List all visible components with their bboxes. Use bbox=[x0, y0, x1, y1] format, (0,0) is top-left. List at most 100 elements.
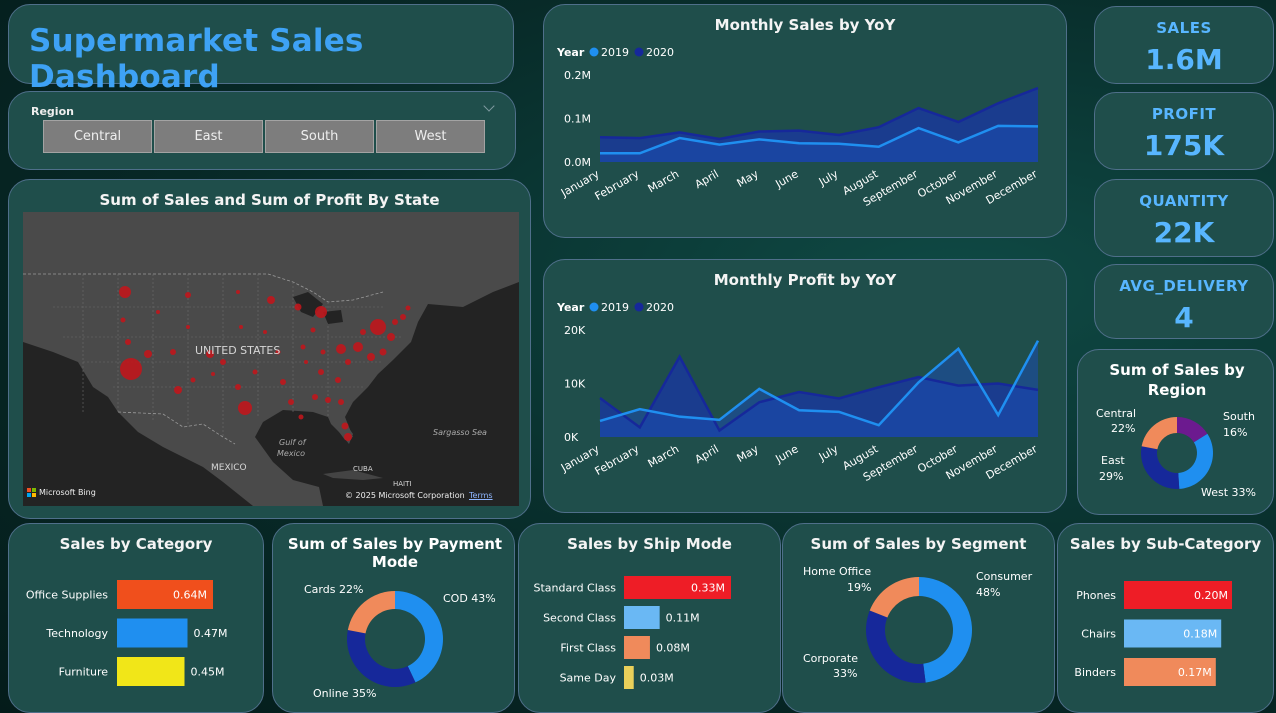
sales-region-chart[interactable]: Sum of Sales by Region Central 22% South 16% E… bbox=[1078, 350, 1275, 516]
bar bbox=[624, 576, 731, 599]
slicer-option-south[interactable]: South bbox=[265, 120, 374, 153]
x-tick-label: April bbox=[693, 442, 721, 466]
state-bubble bbox=[288, 399, 294, 405]
slice-cards bbox=[347, 591, 395, 634]
x-tick-label: March bbox=[646, 167, 682, 195]
state-bubble bbox=[300, 344, 306, 350]
x-tick-label: February bbox=[593, 442, 642, 478]
slice-consumer bbox=[919, 577, 972, 683]
state-bubble bbox=[379, 348, 387, 356]
y-tick-label: 20K bbox=[564, 324, 586, 337]
map-title: Sum of Sales and Sum of Profit By State bbox=[99, 191, 440, 209]
x-tick-label: June bbox=[772, 167, 800, 191]
slice-label: 29% bbox=[1099, 470, 1123, 483]
kpi-avg-delivery-label: AVG_DELIVERY bbox=[1119, 277, 1249, 295]
slicer-option-west[interactable]: West bbox=[376, 120, 485, 153]
sales-region-card: Sum of Sales by Region Central 22% South 16% E… bbox=[1077, 349, 1274, 515]
bar bbox=[1124, 581, 1232, 609]
state-bubble bbox=[345, 359, 351, 365]
monthly-sales-title: Monthly Sales by YoY bbox=[714, 16, 896, 34]
legend-title: Year bbox=[556, 46, 585, 59]
legend-item: 2020 bbox=[646, 46, 674, 59]
slice-home-office bbox=[869, 577, 919, 618]
north-america-land bbox=[23, 212, 519, 506]
kpi-sales: SALES 1.6M bbox=[1094, 6, 1274, 84]
state-bubble bbox=[156, 310, 160, 314]
value-label: 0.47M bbox=[194, 627, 228, 640]
x-tick-label: May bbox=[735, 167, 762, 190]
bing-logo: Microsoft Bing bbox=[27, 488, 96, 497]
kpi-quantity: QUANTITY 22K bbox=[1094, 179, 1274, 257]
value-label: 0.11M bbox=[666, 612, 700, 625]
region-slicer: Region Central East South West bbox=[8, 91, 516, 170]
bar bbox=[1124, 658, 1216, 686]
state-bubble bbox=[370, 319, 386, 335]
x-tick-label: March bbox=[646, 442, 682, 470]
slice-label: 22% bbox=[1111, 422, 1135, 435]
map-card: Sum of Sales and Sum of Profit By State bbox=[8, 179, 531, 519]
sales-profit-map[interactable]: UNITED STATES MEXICO Gulf of Mexico Sarg… bbox=[23, 212, 519, 506]
sales-subcat-chart[interactable]: Phones 0.20M Chairs 0.18M Binders 0.17M bbox=[1058, 524, 1275, 713]
y-tick-label: 0.0M bbox=[564, 156, 591, 169]
legend-item: 2019 bbox=[601, 46, 629, 59]
slice-label: Consumer bbox=[976, 570, 1033, 583]
sargasso-label: Sargasso Sea bbox=[433, 428, 487, 437]
sales-segment-title: Sum of Sales by Segment bbox=[810, 535, 1027, 553]
sales-segment-chart[interactable]: Consumer 48% Corporate 33% Home Office 19% bbox=[783, 524, 1056, 713]
kpi-profit-label: PROFIT bbox=[1151, 105, 1217, 123]
kpi-profit: PROFIT 175K bbox=[1094, 92, 1274, 170]
value-label: 0.33M bbox=[691, 582, 725, 595]
area-2019 bbox=[600, 340, 1038, 437]
slicer-option-central[interactable]: Central bbox=[43, 120, 152, 153]
state-bubble bbox=[280, 379, 286, 385]
copyright-text: © 2025 Microsoft Corporation bbox=[345, 491, 465, 500]
legend-title: Year bbox=[556, 301, 585, 314]
x-tick-label: July bbox=[816, 442, 841, 464]
payment-title-line1: Sum of Sales by Payment bbox=[288, 535, 502, 553]
state-bubble bbox=[341, 422, 349, 430]
slice-label: 48% bbox=[976, 586, 1000, 599]
slicer-option-east[interactable]: East bbox=[154, 120, 263, 153]
state-bubble bbox=[338, 399, 344, 405]
x-tick-label: February bbox=[593, 167, 642, 203]
sales-ship-chart[interactable]: Standard Class 0.33M Second Class 0.11M Firs… bbox=[519, 524, 782, 713]
slice-central bbox=[1141, 417, 1177, 450]
sales-category-chart[interactable]: Office Supplies 0.64M Technology 0.47M Furni… bbox=[9, 524, 265, 713]
chevron-down-icon[interactable] bbox=[483, 100, 495, 112]
value-label: 0.64M bbox=[173, 589, 207, 602]
state-bubble bbox=[220, 359, 226, 365]
sales-subcat-card: Sales by Sub-Category Phones 0.20M Chairs 0… bbox=[1057, 523, 1274, 713]
category-label: Chairs bbox=[1081, 628, 1116, 641]
kpi-profit-value: 175K bbox=[1143, 129, 1225, 162]
gulf-label: Gulf of bbox=[279, 438, 306, 447]
state-bubble bbox=[236, 290, 240, 294]
slice-label: COD 43% bbox=[443, 592, 496, 605]
terms-link[interactable]: Terms bbox=[469, 491, 493, 500]
category-label: Second Class bbox=[543, 612, 616, 625]
state-bubble bbox=[275, 349, 281, 355]
state-bubble bbox=[353, 342, 363, 352]
state-bubble bbox=[400, 314, 406, 320]
state-bubble bbox=[320, 349, 326, 355]
value-label: 0.03M bbox=[640, 672, 674, 685]
line-2019 bbox=[600, 124, 1039, 155]
line-2020 bbox=[599, 354, 1039, 433]
x-tick-label: April bbox=[693, 167, 721, 191]
cuba-land bbox=[323, 470, 383, 480]
dashboard-title: Supermarket Sales Dashboard bbox=[29, 23, 364, 95]
bar bbox=[117, 657, 185, 686]
x-tick-label: June bbox=[772, 442, 800, 466]
state-bubble bbox=[238, 401, 252, 415]
state-bubble bbox=[120, 358, 142, 380]
kpi-sales-value: 1.6M bbox=[1145, 43, 1223, 76]
state-bubble bbox=[263, 330, 267, 334]
sales-category-title: Sales by Category bbox=[59, 535, 213, 553]
category-label: First Class bbox=[560, 642, 616, 655]
y-tick-label: 0.1M bbox=[564, 113, 591, 126]
state-bubble bbox=[125, 339, 131, 345]
state-bubble bbox=[206, 350, 214, 358]
legend-item: 2019 bbox=[601, 301, 629, 314]
